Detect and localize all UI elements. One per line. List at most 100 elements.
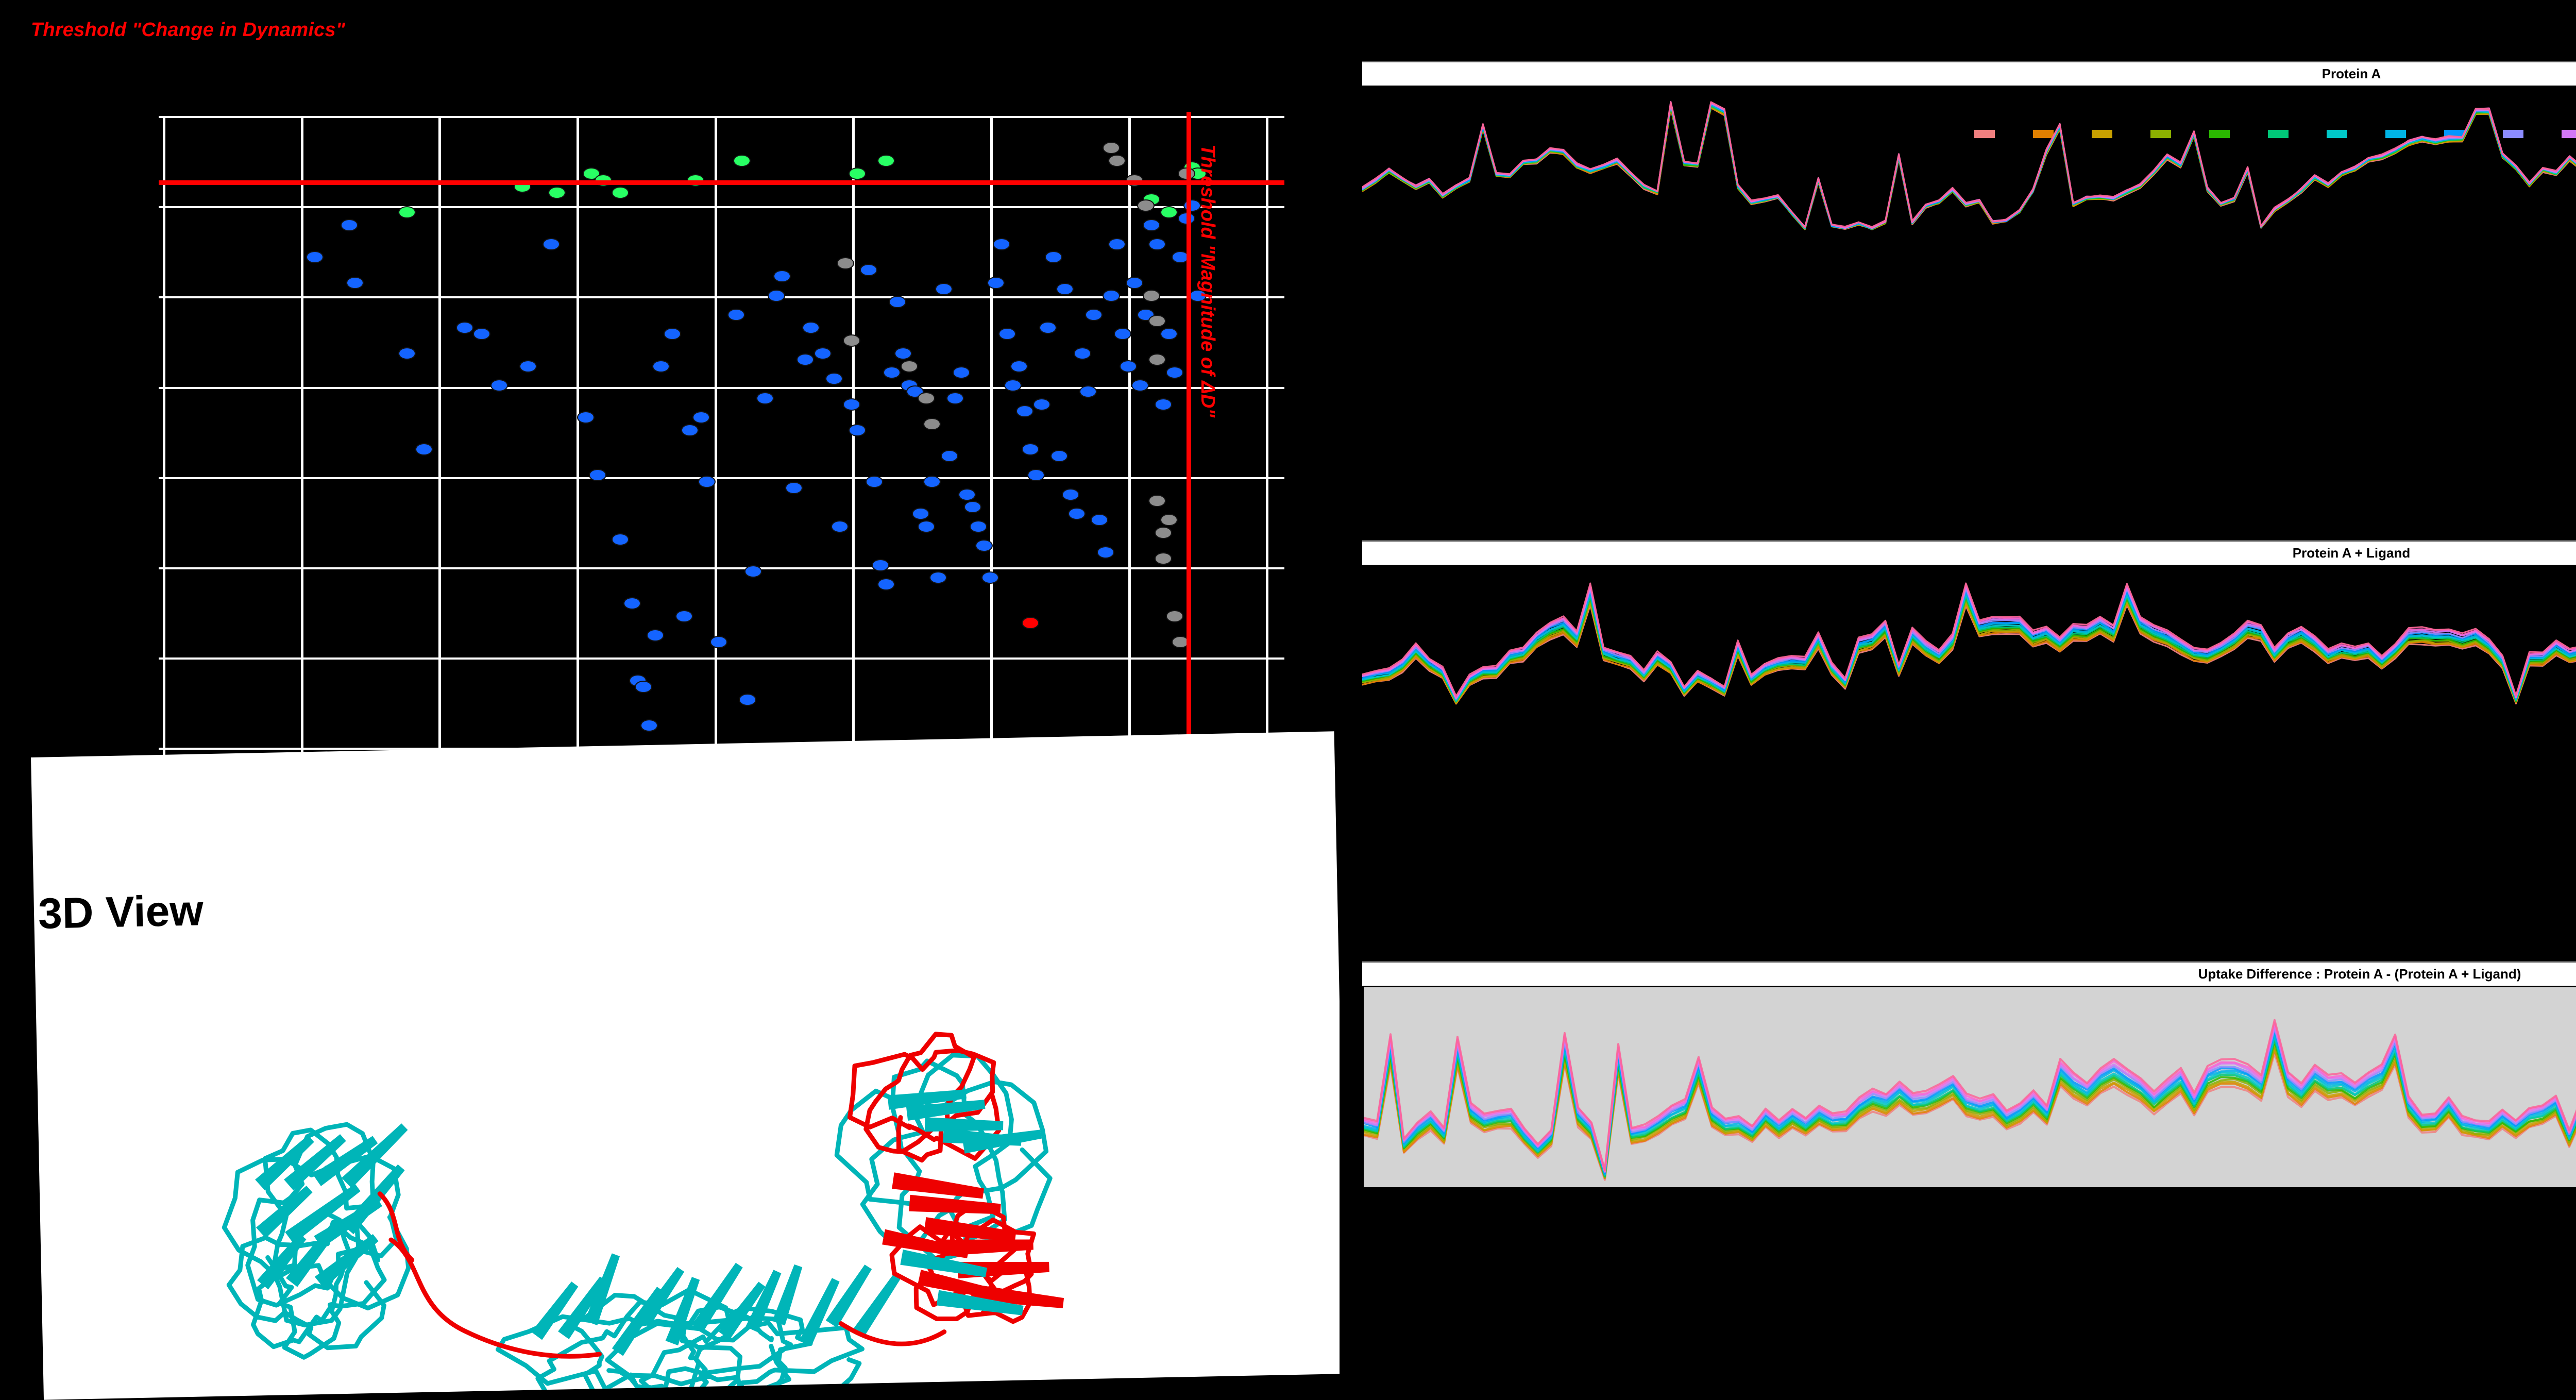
volcano-point-blue[interactable] <box>1050 449 1068 462</box>
volcano-point-blue[interactable] <box>635 681 653 694</box>
volcano-point-blue[interactable] <box>1039 321 1057 334</box>
volcano-point-grey[interactable] <box>1160 514 1178 527</box>
volcano-point-blue[interactable] <box>346 276 364 289</box>
volcano-point-blue[interactable] <box>306 250 324 263</box>
volcano-point-blue[interactable] <box>894 347 912 360</box>
volcano-point-blue[interactable] <box>1108 238 1126 250</box>
plot-area-protein-a[interactable] <box>1362 86 2576 240</box>
volcano-point-blue[interactable] <box>1010 360 1028 373</box>
volcano-point-blue[interactable] <box>970 520 988 533</box>
volcano-point-blue[interactable] <box>698 475 716 488</box>
volcano-point-blue[interactable] <box>588 469 606 482</box>
volcano-point-blue[interactable] <box>519 360 537 373</box>
volcano-point-green[interactable] <box>583 167 601 180</box>
volcano-point-blue[interactable] <box>1085 308 1103 321</box>
volcano-point-blue[interactable] <box>952 366 970 379</box>
volcano-point-grey[interactable] <box>1148 353 1166 366</box>
line-series-group[interactable] <box>1364 987 2576 1187</box>
volcano-point-green[interactable] <box>848 167 866 180</box>
volcano-point-blue[interactable] <box>542 238 560 250</box>
volcano-point-blue[interactable] <box>1131 379 1149 392</box>
plot-area-protein-a-ligand[interactable] <box>1362 565 2576 719</box>
volcano-point-blue[interactable] <box>675 610 693 623</box>
volcano-point-blue[interactable] <box>1067 507 1086 520</box>
volcano-point-blue[interactable] <box>773 270 791 283</box>
volcano-point-blue[interactable] <box>935 283 953 296</box>
volcano-point-blue[interactable] <box>981 571 999 584</box>
volcano-point-blue[interactable] <box>681 424 699 437</box>
plot-area-uptake-difference[interactable] <box>1362 986 2576 1189</box>
volcano-point-blue[interactable] <box>709 635 727 648</box>
line-series-group[interactable] <box>1362 565 2576 719</box>
volcano-point-blue[interactable] <box>825 373 843 385</box>
legend-swatch-6[interactable] <box>2268 130 2289 138</box>
volcano-point-green[interactable] <box>398 206 416 218</box>
volcano-point-blue[interactable] <box>623 597 641 610</box>
volcano-point-blue[interactable] <box>814 347 832 360</box>
volcano-point-blue[interactable] <box>490 379 509 392</box>
volcano-point-blue[interactable] <box>1091 514 1109 527</box>
volcano-point-blue[interactable] <box>802 321 820 334</box>
volcano-point-blue[interactable] <box>652 360 670 373</box>
legend-swatch-1[interactable] <box>1974 130 1995 138</box>
volcano-point-blue[interactable] <box>998 328 1016 341</box>
legend-swatch-5[interactable] <box>2209 130 2230 138</box>
volcano-point-blue[interactable] <box>1004 379 1022 392</box>
volcano-point-blue[interactable] <box>941 449 959 462</box>
volcano-point-blue[interactable] <box>848 424 866 437</box>
volcano-point-grey[interactable] <box>1166 610 1184 623</box>
volcano-point-blue[interactable] <box>796 353 814 366</box>
volcano-point-blue[interactable] <box>992 238 1010 250</box>
volcano-point-blue[interactable] <box>692 411 710 424</box>
volcano-point-blue[interactable] <box>1183 199 1201 212</box>
legend-swatch-7[interactable] <box>2327 130 2347 138</box>
volcano-point-blue[interactable] <box>963 501 981 514</box>
volcano-point-blue[interactable] <box>738 693 756 706</box>
volcano-point-blue[interactable] <box>842 398 860 411</box>
volcano-point-blue[interactable] <box>577 411 595 424</box>
volcano-point-blue[interactable] <box>1143 218 1161 231</box>
volcano-point-blue[interactable] <box>744 565 762 578</box>
volcano-point-blue[interactable] <box>1015 404 1033 417</box>
volcano-point-blue[interactable] <box>1062 488 1080 501</box>
volcano-point-blue[interactable] <box>1033 398 1051 411</box>
legend-swatch-2[interactable] <box>2033 130 2054 138</box>
volcano-point-blue[interactable] <box>1079 385 1097 398</box>
volcano-point-blue[interactable] <box>889 296 907 309</box>
volcano-point-blue[interactable] <box>1154 398 1172 411</box>
volcano-point-blue[interactable] <box>1120 360 1138 373</box>
volcano-point-grey[interactable] <box>1148 495 1166 507</box>
volcano-point-green[interactable] <box>877 155 895 167</box>
volcano-point-blue[interactable] <box>398 347 416 360</box>
volcano-point-blue[interactable] <box>871 559 889 571</box>
legend-swatch-11[interactable] <box>2562 130 2576 138</box>
volcano-point-blue[interactable] <box>1044 250 1062 263</box>
volcano-point-blue[interactable] <box>646 629 664 642</box>
volcano-point-blue[interactable] <box>664 328 682 341</box>
volcano-point-grey[interactable] <box>1137 199 1155 212</box>
volcano-point-blue[interactable] <box>877 578 895 591</box>
volcano-point-blue[interactable] <box>929 571 947 584</box>
volcano-point-grey[interactable] <box>1108 155 1126 167</box>
volcano-point-blue[interactable] <box>612 533 630 546</box>
volcano-point-blue[interactable] <box>975 539 993 552</box>
legend-swatch-8[interactable] <box>2385 130 2406 138</box>
protein-ribbon-diagram[interactable] <box>97 934 1239 1400</box>
legend-swatch-10[interactable] <box>2503 130 2523 138</box>
volcano-point-grey[interactable] <box>837 257 855 270</box>
volcano-point-green[interactable] <box>612 187 630 199</box>
volcano-point-blue[interactable] <box>1056 283 1074 296</box>
volcano-point-blue[interactable] <box>1102 289 1120 302</box>
volcano-point-blue[interactable] <box>785 482 803 495</box>
volcano-point-blue[interactable] <box>912 507 930 520</box>
volcano-point-blue[interactable] <box>860 263 878 276</box>
volcano-point-blue[interactable] <box>727 308 745 321</box>
volcano-point-blue[interactable] <box>1073 347 1091 360</box>
volcano-point-grey[interactable] <box>842 334 860 347</box>
volcano-point-grey[interactable] <box>1102 142 1120 155</box>
volcano-point-blue[interactable] <box>883 366 901 379</box>
volcano-point-grey[interactable] <box>900 360 918 373</box>
volcano-point-blue[interactable] <box>946 392 964 404</box>
volcano-plot-area[interactable] <box>159 112 1284 817</box>
volcano-point-grey[interactable] <box>923 417 941 430</box>
